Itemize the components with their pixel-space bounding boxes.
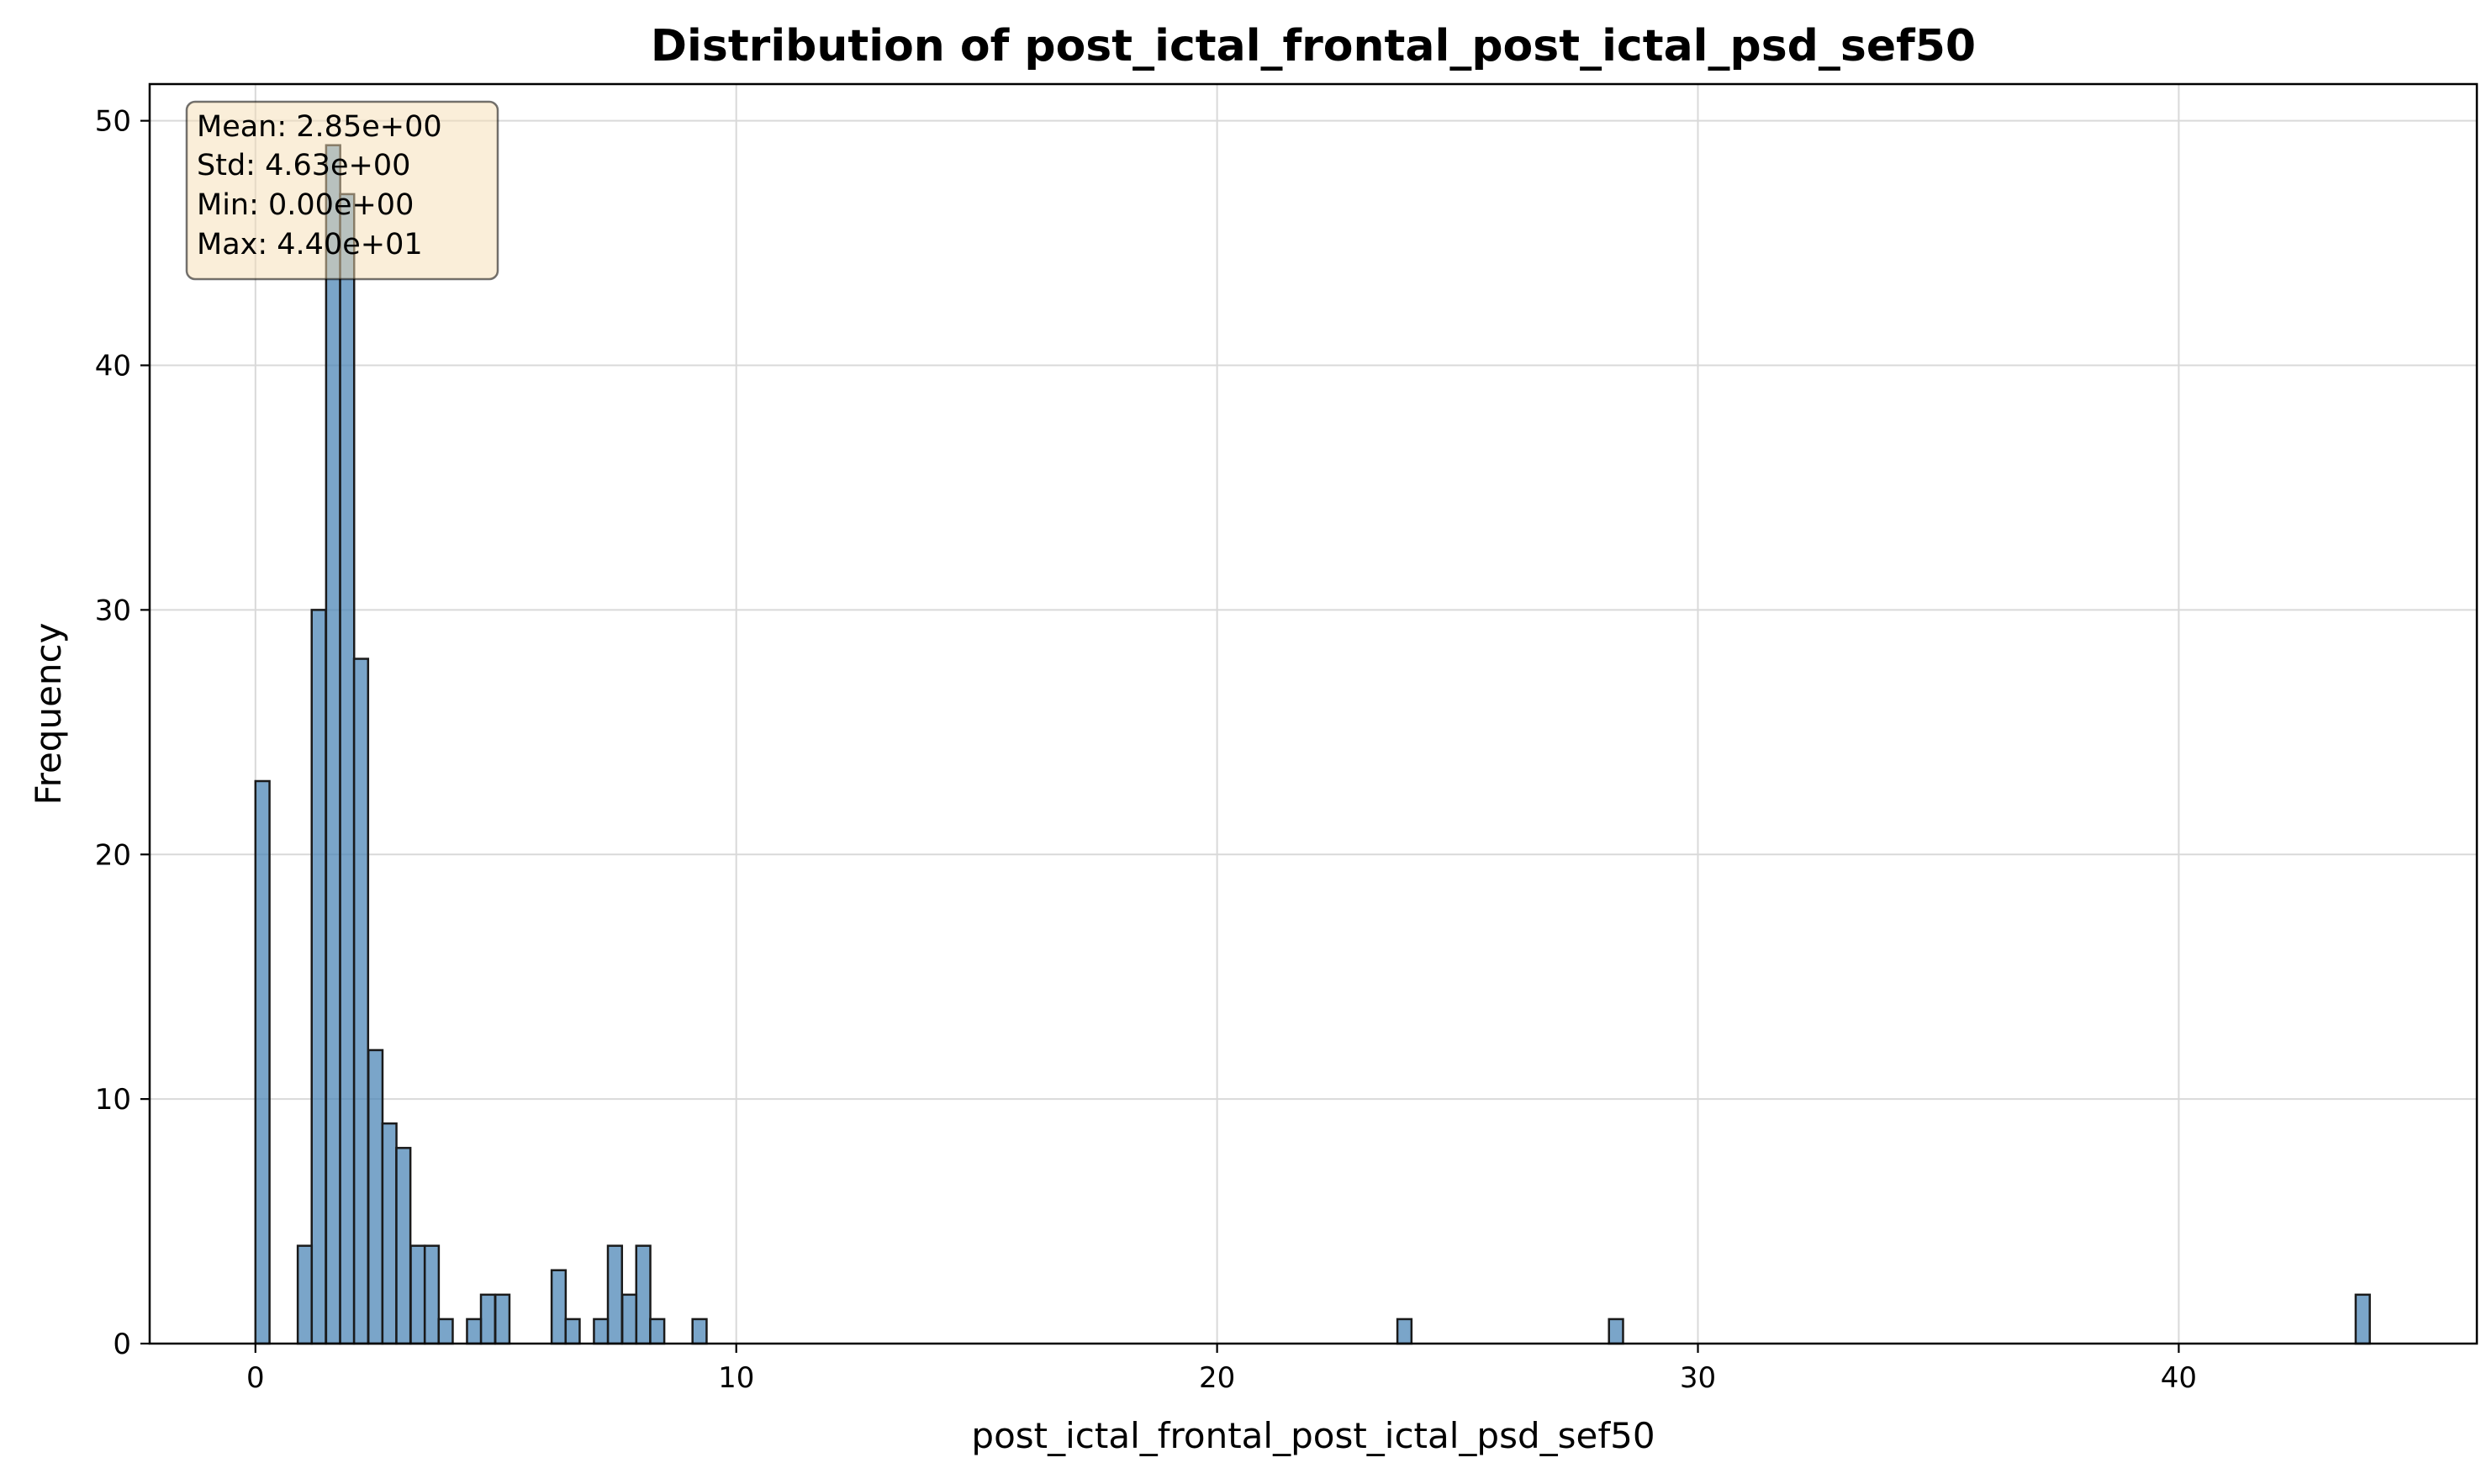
- plot-frame: [148, 82, 2479, 1345]
- y-tick-label: 30: [95, 594, 131, 627]
- stats-max: Max: 4.40e+01: [197, 228, 423, 261]
- histogram-bar: [325, 144, 341, 1345]
- grid-lines: [150, 84, 2477, 1344]
- histogram-bar: [691, 1318, 708, 1345]
- histogram-bar: [466, 1318, 483, 1345]
- histogram-bar: [649, 1318, 666, 1345]
- x-tick-label: 10: [718, 1361, 754, 1395]
- histogram-bar: [381, 1122, 398, 1345]
- histogram-bar: [310, 609, 327, 1345]
- x-tick-label: 20: [1199, 1361, 1235, 1395]
- histogram-bar: [2354, 1293, 2371, 1345]
- histogram-bar: [339, 193, 356, 1345]
- histogram-bar: [352, 658, 370, 1345]
- histogram-bar: [479, 1293, 497, 1345]
- x-axis-label: post_ictal_frontal_post_ictal_psd_sef50: [971, 1415, 1655, 1456]
- histogram-bar: [593, 1318, 610, 1345]
- histogram-bar: [395, 1147, 412, 1345]
- histogram-bar: [409, 1244, 426, 1345]
- histogram-bar: [1396, 1318, 1413, 1345]
- histogram-bar: [606, 1244, 624, 1345]
- stats-box-background: [185, 100, 499, 281]
- x-tick-label: 0: [246, 1361, 265, 1395]
- y-tick-label: 0: [113, 1328, 131, 1361]
- histogram-bars: [254, 144, 2371, 1345]
- histogram-bar: [437, 1318, 454, 1345]
- histogram-bar: [367, 1048, 384, 1345]
- histogram-bar: [254, 779, 271, 1345]
- chart-title: Distribution of post_ictal_frontal_post_…: [651, 21, 1976, 71]
- axis-ticks: 0 10 20 30 40 0 10 20 30 40 50: [95, 105, 2197, 1395]
- y-tick-label: 10: [95, 1083, 131, 1117]
- histogram-bar: [550, 1269, 568, 1345]
- y-tick-label: 40: [95, 350, 131, 383]
- y-axis-label: Frequency: [28, 623, 69, 805]
- histogram-bar: [423, 1244, 441, 1345]
- histogram-bar: [564, 1318, 581, 1345]
- stats-min: Min: 0.00e+00: [197, 188, 414, 222]
- histogram-bar: [635, 1244, 652, 1345]
- histogram-bar: [494, 1293, 511, 1345]
- stats-std: Std: 4.63e+00: [197, 149, 410, 182]
- x-tick-label: 40: [2161, 1361, 2197, 1395]
- y-tick-label: 20: [95, 838, 131, 872]
- x-tick-label: 30: [1680, 1361, 1716, 1395]
- stats-mean: Mean: 2.85e+00: [197, 110, 442, 144]
- stats-box: Mean: 2.85e+00 Std: 4.63e+00 Min: 0.00e+…: [185, 100, 499, 281]
- y-tick-label: 50: [95, 105, 131, 139]
- histogram-bar: [620, 1293, 638, 1345]
- histogram-bar: [296, 1244, 314, 1345]
- histogram-bar: [1608, 1318, 1624, 1345]
